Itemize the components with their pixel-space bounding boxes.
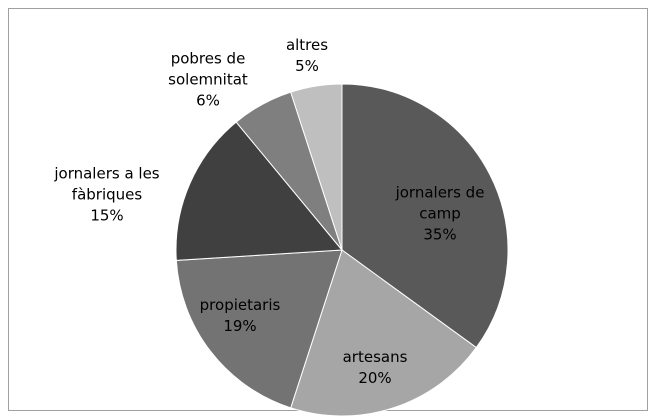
value-label: 15%: [90, 206, 124, 225]
slice-label: pobres de solemnitat 6%: [148, 49, 268, 112]
slice-label: jornalers a les fàbriques 15%: [42, 164, 172, 227]
value-label: 35%: [423, 225, 457, 244]
pie-slice: [175, 249, 343, 409]
category-label: altres: [285, 36, 329, 54]
pie-slice: [290, 83, 343, 251]
category-label: jornalers de camp: [395, 183, 485, 223]
category-label: pobres de solemnitat: [168, 49, 248, 89]
slice-label: propietaris 19%: [185, 295, 295, 337]
value-label: 5%: [295, 57, 319, 75]
value-label: 20%: [358, 369, 392, 387]
value-label: 19%: [223, 317, 257, 335]
pie-slice: [175, 121, 344, 261]
slice-label: jornalers de camp 35%: [380, 183, 500, 246]
pie-slice: [341, 83, 509, 349]
slice-label: altres 5%: [272, 35, 342, 77]
pie-slice: [290, 249, 477, 417]
category-label: artesans: [342, 348, 408, 366]
category-label: propietaris: [199, 296, 281, 314]
value-label: 6%: [196, 91, 220, 110]
category-label: jornalers a les fàbriques: [54, 164, 160, 204]
slice-label: artesans 20%: [330, 347, 420, 389]
